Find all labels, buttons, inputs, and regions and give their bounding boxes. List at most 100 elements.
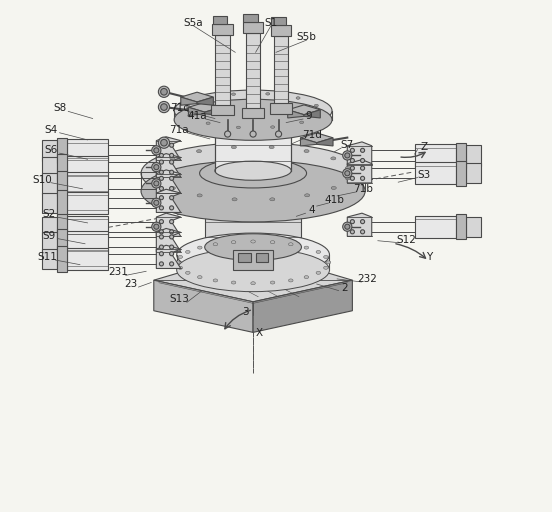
Ellipse shape: [177, 233, 330, 276]
Text: 41a: 41a: [187, 111, 207, 121]
Ellipse shape: [188, 114, 192, 117]
Ellipse shape: [351, 220, 354, 224]
Bar: [57, 190, 67, 216]
Ellipse shape: [314, 104, 319, 107]
Ellipse shape: [360, 148, 365, 153]
Bar: [466, 145, 481, 165]
Ellipse shape: [160, 220, 163, 224]
Ellipse shape: [169, 143, 174, 147]
Text: Z: Z: [420, 141, 427, 152]
Bar: [57, 246, 67, 271]
Text: 41b: 41b: [325, 195, 344, 205]
Bar: [415, 162, 456, 184]
Bar: [415, 144, 456, 166]
Ellipse shape: [270, 241, 275, 244]
Ellipse shape: [231, 93, 236, 95]
Ellipse shape: [331, 157, 336, 160]
Ellipse shape: [154, 200, 159, 205]
Ellipse shape: [160, 186, 163, 190]
Ellipse shape: [304, 150, 309, 153]
Ellipse shape: [169, 170, 174, 174]
Ellipse shape: [323, 266, 328, 269]
Polygon shape: [188, 102, 221, 112]
Ellipse shape: [160, 154, 163, 158]
Text: 71b: 71b: [353, 184, 373, 194]
Ellipse shape: [185, 271, 190, 274]
Ellipse shape: [160, 235, 163, 239]
Bar: [57, 229, 67, 255]
Ellipse shape: [176, 261, 180, 264]
Ellipse shape: [270, 281, 275, 284]
Ellipse shape: [316, 250, 321, 253]
Ellipse shape: [169, 245, 174, 249]
Ellipse shape: [326, 261, 331, 264]
Ellipse shape: [251, 240, 256, 243]
Ellipse shape: [345, 170, 350, 176]
Ellipse shape: [187, 105, 190, 108]
Ellipse shape: [152, 146, 161, 155]
Ellipse shape: [323, 255, 328, 259]
Text: 71c: 71c: [170, 103, 189, 113]
Ellipse shape: [343, 222, 352, 231]
Polygon shape: [197, 97, 214, 105]
Ellipse shape: [296, 97, 300, 99]
Ellipse shape: [161, 104, 167, 111]
Bar: [42, 140, 57, 161]
Bar: [243, 22, 263, 33]
Bar: [466, 217, 481, 237]
Ellipse shape: [169, 196, 174, 200]
Ellipse shape: [174, 99, 332, 140]
Polygon shape: [347, 213, 371, 237]
Polygon shape: [156, 213, 181, 237]
Bar: [42, 232, 57, 252]
Text: 4: 4: [309, 205, 315, 215]
Bar: [42, 249, 57, 269]
Ellipse shape: [169, 176, 174, 180]
Ellipse shape: [160, 262, 163, 266]
Ellipse shape: [152, 222, 161, 231]
Bar: [213, 24, 233, 35]
Bar: [67, 172, 108, 195]
Text: S8: S8: [53, 103, 66, 113]
Ellipse shape: [205, 234, 301, 261]
Ellipse shape: [213, 279, 217, 282]
Ellipse shape: [206, 122, 210, 124]
Text: S9: S9: [43, 230, 56, 241]
Bar: [466, 163, 481, 183]
Text: S11: S11: [37, 252, 57, 262]
Bar: [57, 214, 67, 240]
Ellipse shape: [345, 224, 350, 229]
Polygon shape: [304, 110, 320, 118]
Text: S13: S13: [169, 294, 189, 304]
Ellipse shape: [316, 113, 320, 116]
Ellipse shape: [225, 131, 231, 137]
Ellipse shape: [231, 241, 236, 244]
Ellipse shape: [232, 198, 237, 201]
Ellipse shape: [316, 271, 321, 274]
Bar: [238, 253, 251, 262]
Bar: [67, 248, 108, 270]
Ellipse shape: [360, 159, 365, 162]
Ellipse shape: [156, 177, 161, 180]
Polygon shape: [300, 133, 333, 143]
Ellipse shape: [213, 243, 217, 246]
Bar: [456, 214, 466, 240]
Polygon shape: [156, 154, 181, 177]
Ellipse shape: [161, 139, 167, 146]
Ellipse shape: [178, 266, 183, 269]
Ellipse shape: [360, 166, 365, 170]
Ellipse shape: [154, 148, 159, 153]
Polygon shape: [317, 138, 333, 146]
Ellipse shape: [152, 179, 161, 188]
Bar: [57, 138, 67, 163]
Ellipse shape: [360, 230, 365, 234]
Text: 23: 23: [124, 279, 137, 289]
Text: 71a: 71a: [169, 125, 189, 135]
Bar: [57, 155, 67, 180]
Bar: [42, 157, 57, 177]
Ellipse shape: [346, 166, 351, 169]
Text: 232: 232: [358, 274, 378, 284]
Ellipse shape: [161, 89, 167, 95]
Ellipse shape: [160, 196, 163, 200]
Ellipse shape: [300, 121, 304, 123]
